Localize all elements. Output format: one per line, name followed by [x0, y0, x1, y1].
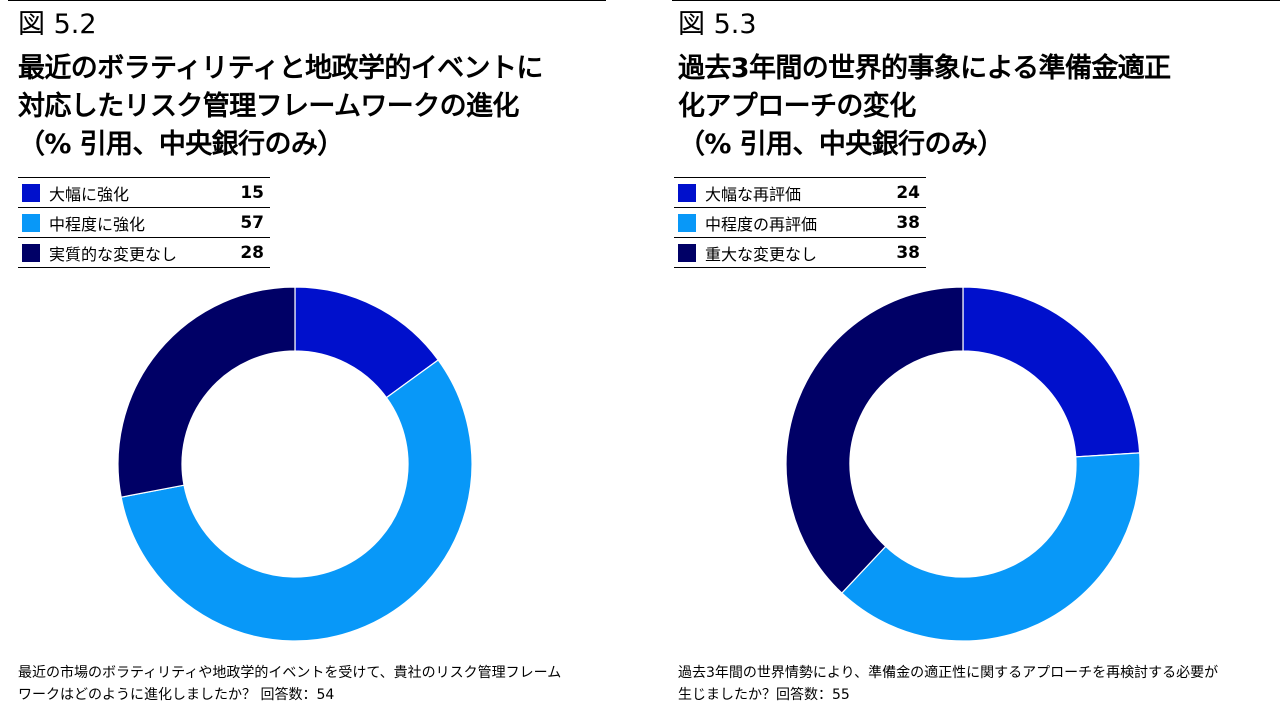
legend-row: 実質的な変更なし 28: [18, 238, 270, 268]
legend-label: 実質的な変更なし: [49, 244, 178, 264]
legend-swatch: [678, 213, 696, 232]
top-rule: [672, 0, 1280, 1]
legend: 大幅な再評価 24 中程度の再評価 38 重大な変更なし 38: [674, 177, 926, 268]
legend-label: 中程度に強化: [49, 214, 146, 234]
donut-slice: [962, 286, 1141, 458]
legend-label: 大幅に強化: [49, 184, 130, 204]
legend: 大幅に強化 15 中程度に強化 57 実質的な変更なし 28: [18, 177, 270, 268]
top-rule: [8, 0, 606, 1]
figure-label: 図 5.3: [678, 9, 757, 40]
donut-chart: [117, 286, 473, 642]
donut-slice: [785, 286, 964, 594]
legend-label: 中程度の再評価: [705, 214, 818, 234]
chart-title-line: 過去3年間の世界的事象による準備金適正: [678, 53, 1171, 84]
footnote: 最近の市場のボラティリティや地政学的イベントを受けて、貴社のリスク管理フレーム …: [18, 662, 578, 706]
footnote: 過去3年間の世界情勢により、準備金の適正性に関するアプローチを再検討する必要が …: [678, 662, 1238, 706]
figure-label: 図 5.2: [18, 9, 97, 40]
legend-row: 大幅な再評価 24: [674, 177, 926, 208]
legend-value: 24: [896, 182, 920, 203]
legend-label: 重大な変更なし: [705, 244, 818, 264]
legend-value: 57: [240, 212, 264, 233]
donut-slice: [120, 359, 473, 642]
legend-label: 大幅な再評価: [705, 184, 802, 204]
legend-row: 重大な変更なし 38: [674, 238, 926, 268]
chart-title-line: 化アプローチの変化: [678, 91, 916, 122]
donut-chart: [785, 286, 1141, 642]
chart-title-line: 対応したリスク管理フレームワークの進化: [18, 91, 519, 122]
legend-value: 38: [896, 212, 920, 233]
footnote-line: 生じましたか？回答数：55: [678, 687, 850, 703]
chart-title-line: 最近のボラティリティと地政学的イベントに: [18, 53, 543, 84]
chart-title-line: （% 引用、中央銀行のみ）: [18, 129, 344, 160]
footnote-line: 最近の市場のボラティリティや地政学的イベントを受けて、貴社のリスク管理フレーム: [18, 665, 562, 681]
legend-swatch: [22, 183, 40, 202]
legend-swatch: [22, 243, 40, 262]
chart-title: 過去3年間の世界的事象による準備金適正 化アプローチの変化 （% 引用、中央銀行…: [678, 50, 1268, 164]
donut-slice: [117, 286, 296, 498]
legend-row: 中程度に強化 57: [18, 208, 270, 238]
figure-panel-5-3: 図 5.3 過去3年間の世界的事象による準備金適正 化アプローチの変化 （% 引…: [672, 0, 1280, 720]
figure-panel-5-2: 図 5.2 最近のボラティリティと地政学的イベントに 対応したリスク管理フレーム…: [0, 0, 606, 720]
donut-slice: [840, 452, 1141, 642]
legend-swatch: [678, 183, 696, 202]
legend-swatch: [678, 243, 696, 262]
chart-title: 最近のボラティリティと地政学的イベントに 対応したリスク管理フレームワークの進化…: [18, 50, 608, 164]
legend-row: 大幅に強化 15: [18, 177, 270, 208]
footnote-line: ワークはどのように進化しましたか？ 回答数：54: [18, 687, 335, 703]
legend-value: 38: [896, 242, 920, 263]
chart-title-line: （% 引用、中央銀行のみ）: [678, 129, 1004, 160]
legend-swatch: [22, 213, 40, 232]
legend-row: 中程度の再評価 38: [674, 208, 926, 238]
legend-value: 28: [240, 242, 264, 263]
footnote-line: 過去3年間の世界情勢により、準備金の適正性に関するアプローチを再検討する必要が: [678, 665, 1219, 681]
legend-value: 15: [240, 182, 264, 203]
